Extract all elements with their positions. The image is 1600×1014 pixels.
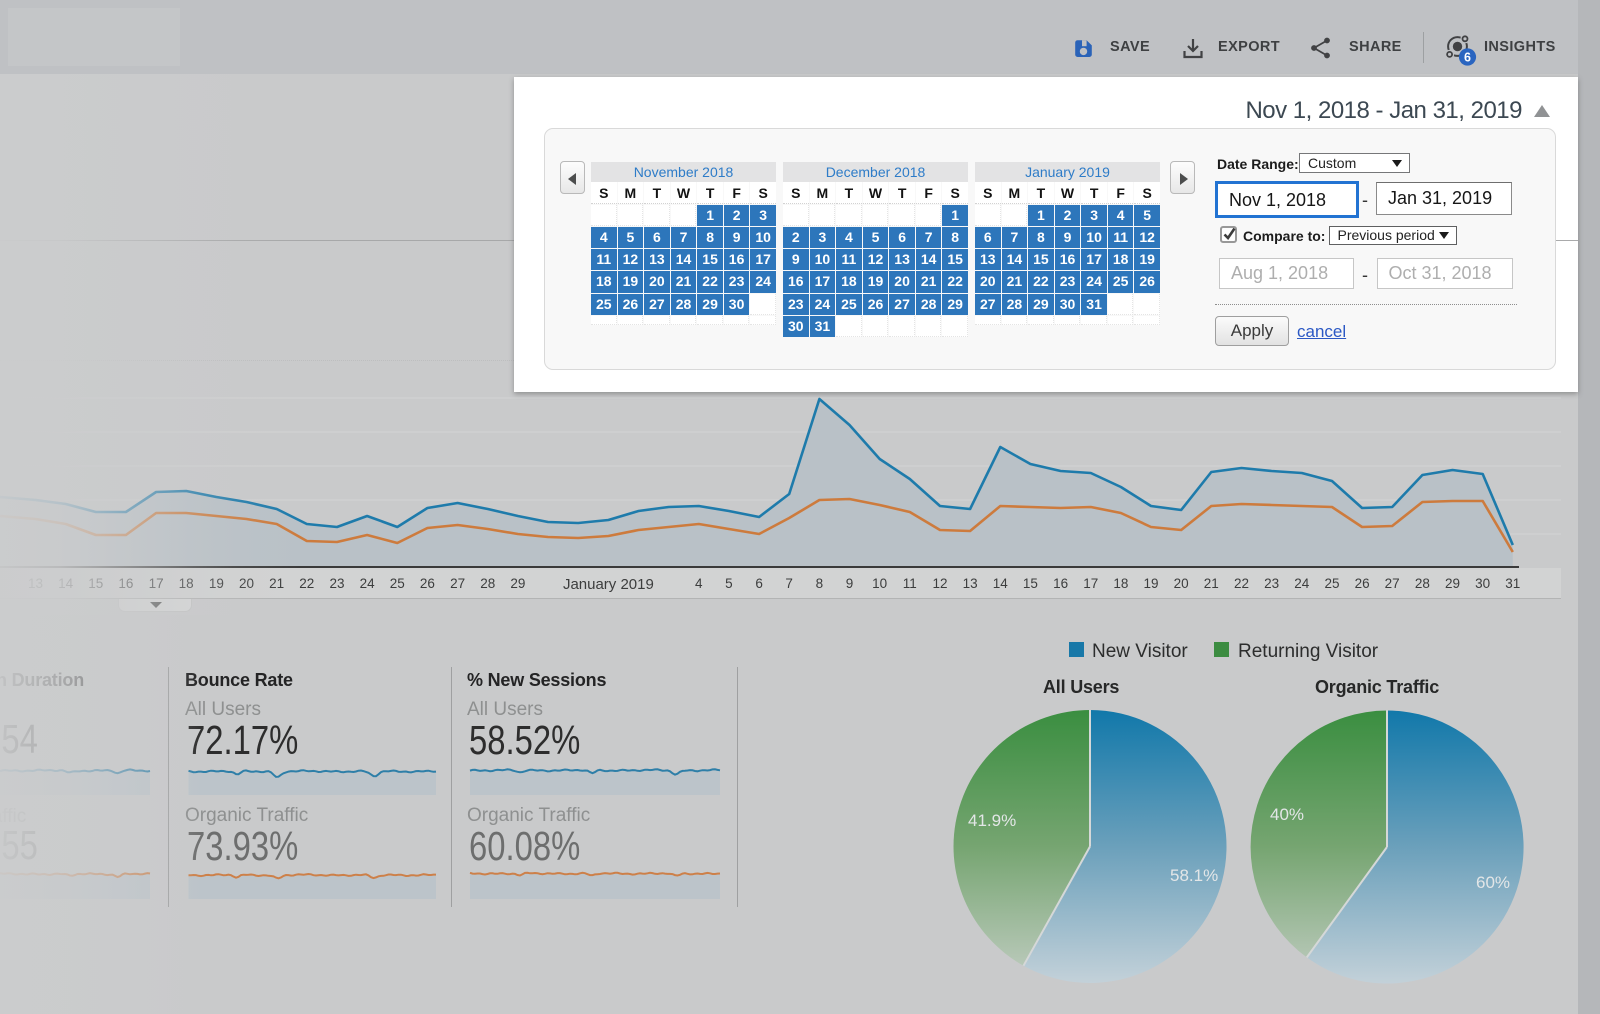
svg-text:6: 6: [1464, 50, 1471, 64]
